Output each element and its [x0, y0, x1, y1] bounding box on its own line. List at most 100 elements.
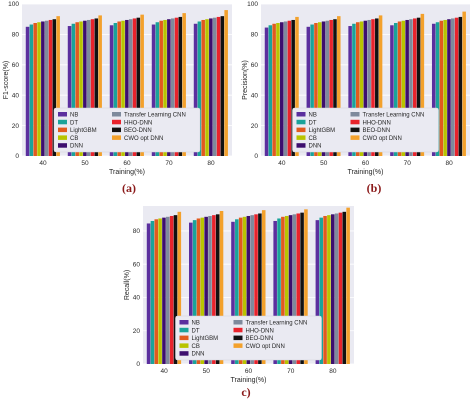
x-tick-label: 80 [329, 368, 337, 375]
bar-cb-70 [284, 215, 289, 364]
bar-transfer-learning-cnn-80 [212, 17, 217, 157]
legend-label: DNN [309, 144, 322, 150]
x-axis-label: Training(%) [348, 169, 384, 176]
legend-label: DT [309, 120, 317, 126]
bar-cwo-opt-dnn-50 [337, 16, 341, 156]
y-axis-label: F1-score(%) [3, 61, 10, 100]
bar-transfer-learning-cnn-60 [250, 215, 254, 364]
bar-dnn-60 [125, 19, 129, 157]
bar-dt-70 [277, 218, 281, 364]
bar-dt-80 [319, 217, 323, 364]
bar-lightgbm-60 [117, 21, 121, 157]
bar-dnn-50 [83, 20, 87, 156]
bar-hho-dnn-50 [212, 215, 216, 364]
bar-transfer-learning-cnn-60 [128, 19, 133, 157]
bar-lightgbm-40 [154, 219, 159, 364]
y-tick-label: 0 [15, 153, 19, 160]
y-tick-label: 60 [12, 62, 20, 69]
bar-cb-80 [327, 215, 331, 364]
bar-lightgbm-80 [201, 19, 205, 157]
bar-nb-60 [231, 221, 235, 364]
bar-cb-50 [317, 22, 322, 156]
bar-nb-80 [193, 23, 198, 157]
chart-panel-3: 0 20 40 60 80 40 50 60 70 80 Training(%) Recall(%) N… [124, 206, 354, 399]
legend-label: DT [70, 120, 78, 126]
bar-nb-40 [25, 26, 30, 156]
legend-label: DT [192, 328, 200, 334]
bar-beo-dnn-50 [94, 18, 99, 156]
bar-cb-80 [205, 19, 209, 157]
bar-beo-dnn-40 [52, 19, 57, 157]
bar-transfer-learning-cnn-70 [170, 18, 175, 156]
legend-swatch [350, 119, 360, 125]
legend-swatch [58, 112, 67, 117]
legend-label: NB [70, 113, 78, 119]
bar-cb-40 [158, 218, 162, 364]
legend-label: DNN [192, 352, 205, 358]
bar-lightgbm-40 [33, 23, 37, 156]
bar-dnn-40 [41, 21, 45, 157]
bar-dt-60 [235, 219, 239, 364]
legend-swatch [296, 112, 306, 117]
bar-dt-70 [393, 23, 398, 156]
bar-cwo-opt-dnn-70 [182, 13, 186, 157]
panel-label: (a) [122, 181, 136, 195]
legend-label: Transfer Learning CNN [124, 113, 186, 119]
bar-hho-dnn-50 [329, 19, 333, 157]
bar-cwo-opt-dnn-80 [346, 207, 350, 364]
bar-beo-dnn-70 [416, 17, 421, 157]
y-axis-label: Recall(%) [124, 270, 131, 300]
legend-swatch [112, 127, 121, 133]
y-tick-label: 20 [12, 123, 20, 130]
y-tick-label: 60 [251, 62, 259, 69]
bar-transfer-learning-cnn-50 [208, 215, 212, 364]
legend-label: LightGBM [70, 128, 97, 134]
legend-box [175, 315, 322, 361]
bar-cb-50 [200, 217, 205, 364]
legend-label: CB [309, 136, 317, 142]
bar-hho-dnn-70 [174, 17, 179, 157]
legend-swatch [179, 327, 189, 333]
x-tick-label: 60 [362, 160, 370, 167]
bar-hho-dnn-60 [371, 19, 375, 157]
legend-swatch [296, 135, 306, 140]
bar-cb-60 [121, 20, 125, 156]
bar-dnn-80 [209, 18, 213, 156]
bar-dnn-70 [405, 19, 409, 157]
legend-box [292, 107, 439, 153]
x-tick-label: 70 [287, 368, 295, 375]
bar-nb-60 [109, 25, 114, 157]
x-tick-label: 70 [404, 160, 412, 167]
bar-dnn-60 [363, 20, 368, 156]
legend-swatch [58, 135, 67, 140]
legend-label: BEO-DNN [124, 128, 152, 134]
bar-cb-60 [359, 21, 364, 157]
x-axis-label: Training(%) [109, 169, 145, 176]
x-tick-label: 70 [165, 160, 173, 167]
legend-swatch [179, 343, 189, 348]
y-tick-label: 20 [251, 123, 259, 130]
legend-swatch [179, 351, 189, 356]
legend-label: DNN [70, 144, 83, 150]
bar-cb-50 [79, 21, 83, 157]
bar-cwo-opt-dnn-80 [224, 10, 228, 156]
y-tick-label: 20 [133, 328, 141, 335]
bar-nb-50 [67, 26, 72, 157]
legend-label: LightGBM [192, 336, 219, 342]
bar-cb-40 [276, 23, 280, 156]
bar-beo-dnn-40 [173, 215, 178, 364]
bar-cwo-opt-dnn-40 [56, 16, 60, 156]
x-tick-label: 40 [39, 160, 47, 167]
bar-nb-40 [146, 223, 151, 364]
bar-dnn-70 [288, 215, 293, 364]
legend-swatch [350, 112, 360, 117]
bar-hho-dnn-40 [48, 19, 53, 157]
y-tick-label: 40 [251, 92, 259, 99]
x-axis-label: Training(%) [231, 377, 267, 384]
bar-nb-80 [315, 220, 320, 364]
bar-cwo-opt-dnn-50 [98, 15, 102, 157]
bar-lightgbm-50 [314, 23, 318, 156]
bar-beo-dnn-60 [375, 18, 379, 156]
